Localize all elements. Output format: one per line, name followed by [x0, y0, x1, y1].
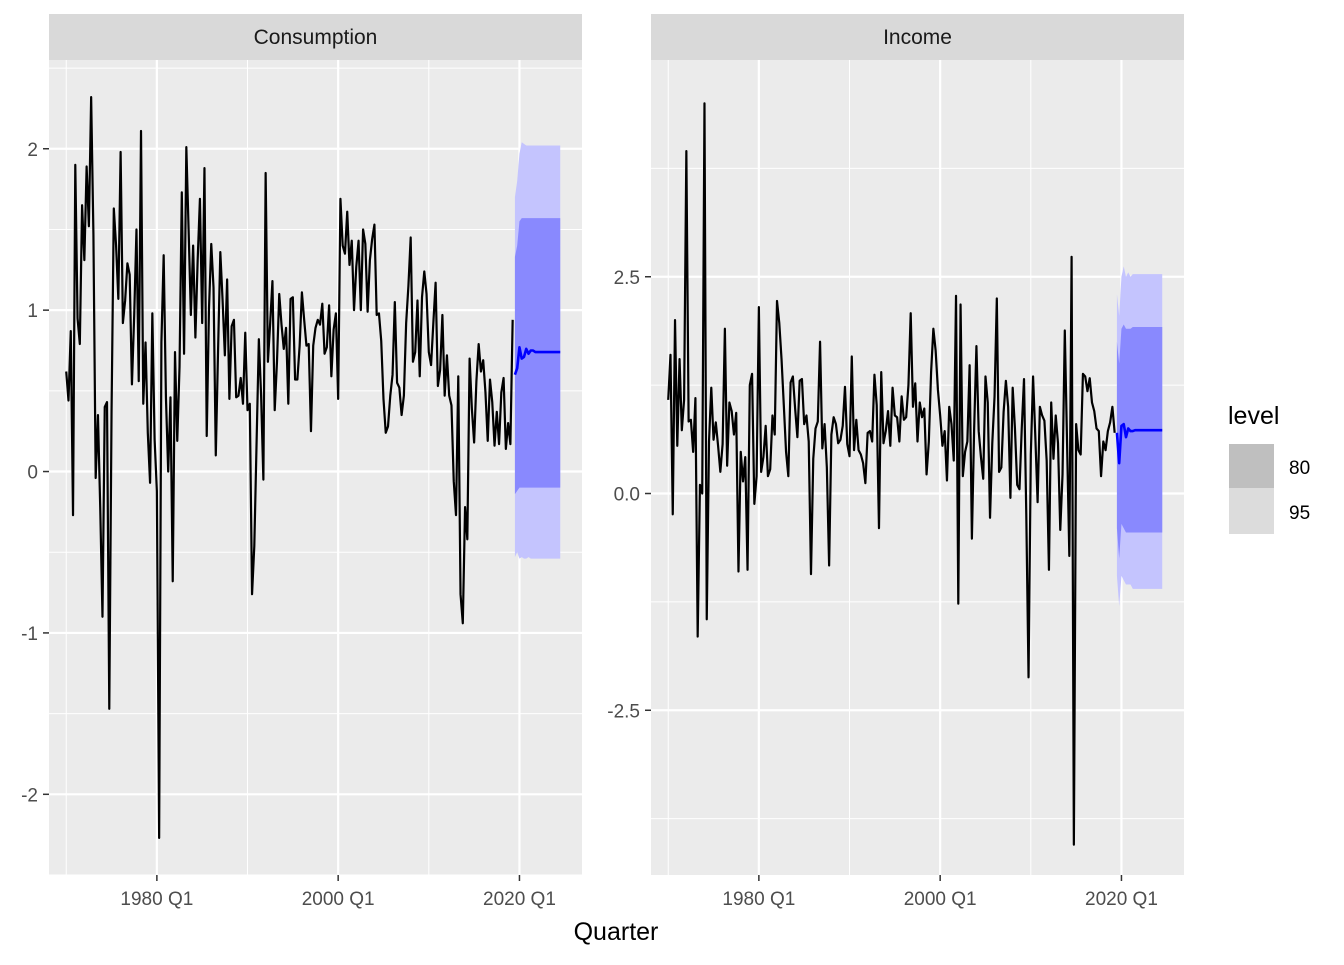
- income-history-line: [667, 102, 1116, 846]
- consumption-forecast-line: [513, 345, 561, 376]
- income-lines: [667, 102, 1163, 846]
- income-strip-label: Income: [883, 26, 952, 49]
- income-x-tick-label: 2020 Q1: [1085, 889, 1158, 910]
- income-panel: Income -2.5 0.0 2.5 1980 Q1 2000 Q1 2020 Q1: [607, 14, 1184, 910]
- legend: level 80 95: [1228, 402, 1310, 534]
- income-x-tick-label: 1980 Q1: [722, 889, 795, 910]
- consumption-interval-80: [514, 218, 561, 495]
- consumption-y-tick-label: 1: [27, 301, 38, 322]
- income-y-ticks: -2.5 0.0 2.5: [607, 268, 651, 722]
- consumption-x-tick-label: 2020 Q1: [483, 889, 556, 910]
- consumption-gridlines: [49, 60, 582, 876]
- income-x-ticks: 1980 Q1 2000 Q1 2020 Q1: [722, 875, 1158, 910]
- consumption-y-tick-label: 2: [27, 140, 38, 161]
- consumption-x-tick-label: 1980 Q1: [120, 889, 193, 910]
- legend-title: level: [1228, 402, 1279, 430]
- consumption-panel: Consumption -2 -1 0 1 2 1980 Q1 2000 Q1 2020 Q…: [21, 14, 582, 910]
- income-interval-80: [1116, 324, 1163, 559]
- consumption-strip-label: Consumption: [254, 26, 378, 49]
- income-panel-background: [651, 60, 1184, 875]
- consumption-x-ticks: 1980 Q1 2000 Q1 2020 Q1: [120, 875, 556, 910]
- income-strip: [651, 14, 1184, 60]
- consumption-y-tick-label: -1: [21, 624, 38, 645]
- legend-key-95: [1229, 488, 1274, 534]
- income-y-tick-label: -2.5: [607, 701, 640, 722]
- consumption-band-80: [514, 218, 561, 495]
- consumption-panel-background: [49, 60, 582, 875]
- income-y-tick-label: 0.0: [614, 485, 640, 506]
- x-axis-title: Quarter: [574, 918, 659, 946]
- consumption-history-line: [65, 96, 514, 839]
- consumption-x-tick-label: 2000 Q1: [302, 889, 375, 910]
- consumption-y-ticks: -2 -1 0 1 2: [21, 140, 49, 806]
- consumption-y-tick-label: -2: [21, 785, 38, 806]
- consumption-y-tick-label: 0: [27, 463, 38, 484]
- income-band-80: [1116, 324, 1163, 559]
- income-y-tick-label: 2.5: [614, 268, 640, 289]
- income-forecast-line: [1115, 422, 1163, 465]
- legend-label-95: 95: [1289, 503, 1310, 524]
- income-x-tick-label: 2000 Q1: [904, 889, 977, 910]
- consumption-strip: [49, 14, 582, 60]
- legend-key-80: [1229, 444, 1274, 488]
- consumption-lines: [65, 96, 561, 839]
- legend-label-80: 80: [1289, 458, 1310, 479]
